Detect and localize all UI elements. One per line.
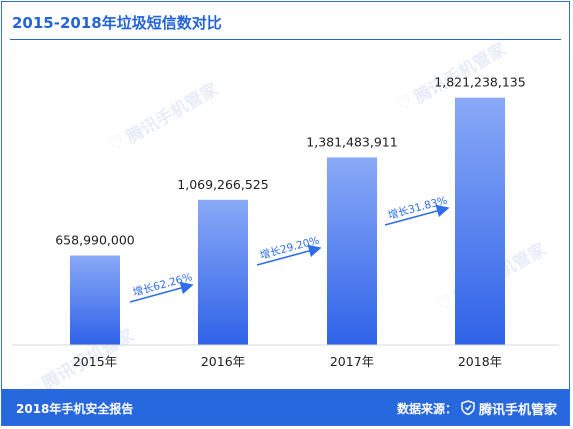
growth-arrow [384,204,450,226]
growth-arrow [256,244,322,266]
bar-3 [455,97,505,345]
chart-title: 2015-2018年垃圾短信数对比 [12,14,222,32]
bar-0 [70,255,120,345]
value-label: 1,381,483,911 [306,134,397,149]
data-source: 数据来源： 腾讯手机管家 [397,399,557,418]
value-label: 1,069,266,525 [177,177,268,192]
footer-bar: 2018年手机安全报告 数据来源： 腾讯手机管家 [2,389,569,425]
value-label: 1,821,238,135 [434,75,525,90]
report-name: 2018年手机安全报告 [16,402,134,416]
growth-label: 增长29.20% [258,233,320,261]
category-label: 2018年 [458,354,502,369]
category-label: 2015年 [73,354,117,369]
brand-name: 腾讯手机管家 [478,403,557,418]
title-divider [10,39,561,40]
growth-label: 增长62.26% [131,270,193,299]
category-label: 2017年 [330,354,374,369]
bar-1 [198,199,248,345]
source-label: 数据来源： [396,402,457,416]
bar-chart: 658,990,000 2015年 1,069,266,525 2016年 1,381,… [12,75,559,369]
bar-2 [327,157,377,345]
value-label: 658,990,000 [55,233,135,248]
growth-label: 增长31.83% [386,193,448,221]
shield-icon [461,399,475,418]
category-label: 2016年 [201,354,245,369]
growth-arrow [129,281,194,303]
